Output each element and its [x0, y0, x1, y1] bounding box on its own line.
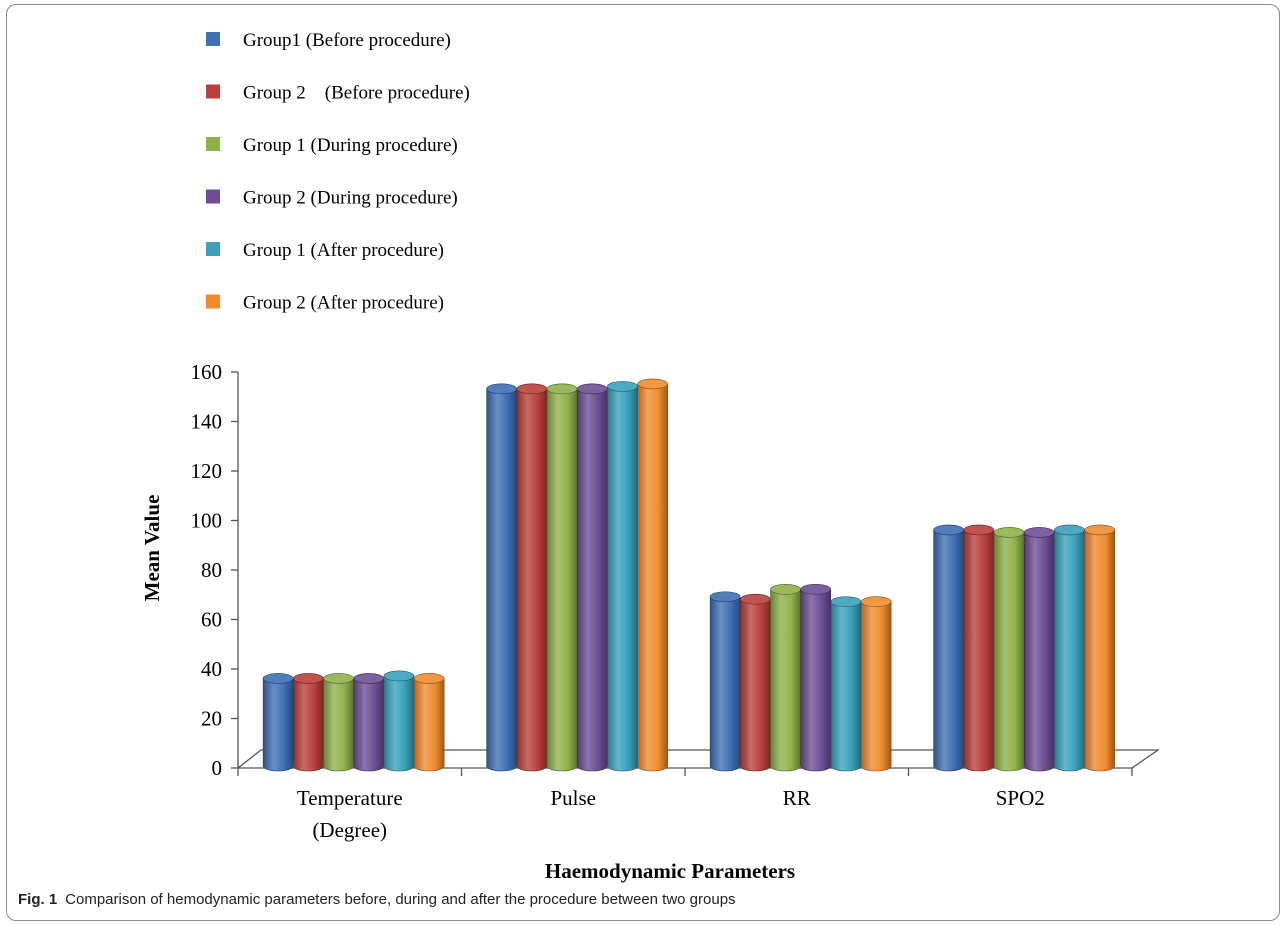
- x-tick-label: Pulse: [550, 786, 596, 810]
- legend-label: Group 2 (Before procedure): [243, 83, 470, 104]
- y-tick-label: 20: [201, 707, 222, 731]
- bar: [486, 383, 517, 772]
- y-tick-label: 120: [191, 459, 223, 483]
- y-tick-label: 60: [201, 608, 222, 632]
- bar: [637, 378, 668, 772]
- bar: [1023, 527, 1055, 772]
- figure-frame: [6, 4, 1280, 921]
- figure-caption: Fig. 1 Comparison of hemodynamic paramete…: [18, 891, 736, 908]
- bar: [933, 524, 964, 772]
- bar: [323, 673, 354, 772]
- bar: [576, 383, 608, 772]
- bar: [800, 584, 832, 772]
- legend-swatch: [206, 189, 220, 204]
- caption-text: Comparison of hemodynamic parameters bef…: [65, 891, 736, 908]
- legend-swatch: [206, 294, 220, 309]
- bar: [383, 670, 415, 772]
- bar: [516, 383, 548, 772]
- bar: [413, 673, 445, 772]
- legend-label: Group 2 (After procedure): [243, 293, 444, 314]
- bar: [770, 584, 801, 772]
- bar: [740, 593, 771, 772]
- x-tick-label: (Degree): [312, 818, 387, 842]
- bars: [262, 378, 1115, 772]
- bar: [546, 383, 578, 772]
- y-axis-label: Mean Value: [140, 495, 164, 602]
- legend: Group1 (Before procedure) Group 2 (Before…: [206, 30, 470, 314]
- y-tick-label: 40: [201, 657, 222, 681]
- bar: [709, 591, 741, 772]
- bar: [830, 596, 862, 772]
- x-tick-label: RR: [783, 786, 811, 810]
- caption-label: Fig. 1: [18, 891, 58, 908]
- y-tick-label: 100: [191, 509, 223, 533]
- axes: 0 20 40 60 80 100 120 140 160 Temperature (Degree)…: [191, 360, 1161, 842]
- legend-swatch: [206, 84, 220, 99]
- x-axis-label: Haemodynamic Parameters: [545, 859, 795, 883]
- legend-swatch: [206, 242, 220, 256]
- legend-label: Group 1 (After procedure): [243, 240, 444, 261]
- x-tick-label: Temperature: [297, 786, 403, 810]
- legend-swatch: [206, 137, 220, 151]
- y-tick-label: 160: [191, 360, 223, 384]
- legend-label: Group 2 (During procedure): [243, 188, 458, 209]
- bar: [963, 524, 995, 772]
- y-tick-label: 0: [212, 756, 223, 780]
- legend-label: Group1 (Before procedure): [243, 30, 451, 51]
- bar: [262, 673, 294, 772]
- legend-swatch: [206, 32, 220, 46]
- bar: [293, 673, 324, 772]
- y-tick-label: 80: [201, 558, 222, 582]
- legend-label: Group 1 (During procedure): [243, 135, 458, 156]
- bar: [860, 596, 892, 772]
- y-tick-label: 140: [191, 410, 223, 434]
- bar: [607, 381, 638, 772]
- x-tick-label: SPO2: [996, 786, 1045, 810]
- bar: [353, 673, 385, 772]
- bar: [1084, 524, 1115, 772]
- bar: [1054, 524, 1085, 772]
- bar: [993, 527, 1025, 772]
